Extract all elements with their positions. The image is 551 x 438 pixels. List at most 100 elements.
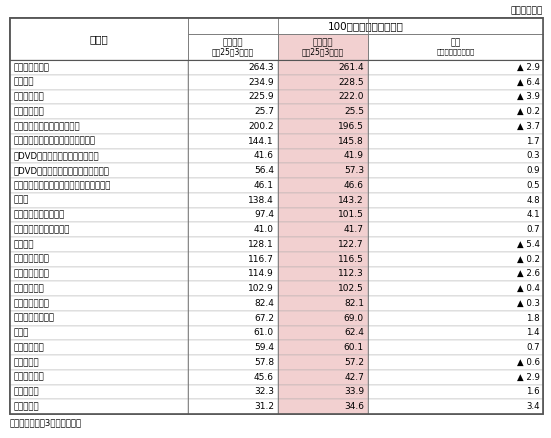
Bar: [278, 134, 368, 148]
Text: （単位：台）: （単位：台）: [511, 6, 543, 15]
Text: ビデオカメラ: ビデオカメラ: [14, 373, 45, 381]
Bar: [278, 399, 368, 414]
Text: パソコン: パソコン: [14, 240, 35, 249]
Text: 46.1: 46.1: [254, 181, 274, 190]
Text: ▲ 5.4: ▲ 5.4: [517, 240, 540, 249]
Text: 59.4: 59.4: [254, 343, 274, 352]
Text: 69.0: 69.0: [344, 314, 364, 323]
Text: 25.5: 25.5: [344, 107, 364, 116]
Text: 薄型（液晶、プラズマ等）: 薄型（液晶、プラズマ等）: [14, 122, 80, 131]
Bar: [188, 193, 278, 208]
Bar: [278, 34, 368, 60]
Bar: [10, 252, 188, 266]
Text: 差分: 差分: [450, 39, 461, 47]
Bar: [368, 237, 543, 252]
Bar: [188, 266, 278, 281]
Bar: [10, 60, 188, 75]
Bar: [368, 311, 543, 325]
Text: 32.3: 32.3: [254, 387, 274, 396]
Text: ▲ 0.2: ▲ 0.2: [517, 254, 540, 264]
Bar: [188, 34, 278, 60]
Text: ▲ 3.9: ▲ 3.9: [517, 92, 540, 101]
Bar: [278, 222, 368, 237]
Bar: [368, 193, 543, 208]
Text: DVDプレーヤー（再生専用機）: DVDプレーヤー（再生専用機）: [14, 152, 100, 160]
Bar: [278, 89, 368, 104]
Bar: [188, 89, 278, 104]
Text: 0.9: 0.9: [527, 166, 540, 175]
Text: 0.5: 0.5: [526, 181, 540, 190]
Text: ブルーレイ（プレーヤー・レコーダー）: ブルーレイ（プレーヤー・レコーダー）: [14, 181, 111, 190]
Text: ▲ 6.4: ▲ 6.4: [517, 78, 540, 87]
Bar: [368, 385, 543, 399]
Text: 57.3: 57.3: [344, 166, 364, 175]
Bar: [278, 60, 368, 75]
Bar: [188, 119, 278, 134]
Bar: [10, 104, 188, 119]
Bar: [188, 281, 278, 296]
Text: 62.4: 62.4: [344, 328, 364, 337]
Text: ▲ 0.3: ▲ 0.3: [517, 299, 540, 308]
Text: 56.4: 56.4: [254, 166, 274, 175]
Bar: [10, 237, 188, 252]
Text: 60.1: 60.1: [344, 343, 364, 352]
Bar: [10, 222, 188, 237]
Text: 138.4: 138.4: [249, 196, 274, 205]
Text: 41.9: 41.9: [344, 152, 364, 160]
Bar: [10, 163, 188, 178]
Bar: [10, 193, 188, 208]
Text: 57.8: 57.8: [254, 358, 274, 367]
Bar: [368, 252, 543, 266]
Bar: [368, 370, 543, 385]
Text: 1.8: 1.8: [526, 314, 540, 323]
Bar: [188, 208, 278, 222]
Text: 196.5: 196.5: [338, 122, 364, 131]
Bar: [368, 75, 543, 89]
Text: 中古車で購入したもの: 中古車で購入したもの: [14, 225, 71, 234]
Text: 116.5: 116.5: [338, 254, 364, 264]
Text: 34.6: 34.6: [344, 402, 364, 411]
Text: 144.1: 144.1: [249, 137, 274, 145]
Bar: [368, 222, 543, 237]
Text: 平成25年3月調査: 平成25年3月調査: [212, 47, 254, 57]
Bar: [188, 18, 543, 34]
Bar: [368, 399, 543, 414]
Text: 264.3: 264.3: [249, 63, 274, 72]
Text: 101.5: 101.5: [338, 210, 364, 219]
Bar: [278, 75, 368, 89]
Text: 品　目: 品 目: [90, 34, 109, 44]
Bar: [188, 399, 278, 414]
Text: ▲ 0.6: ▲ 0.6: [517, 358, 540, 367]
Bar: [278, 311, 368, 325]
Text: 112.3: 112.3: [338, 269, 364, 279]
Bar: [188, 340, 278, 355]
Text: 61.0: 61.0: [254, 328, 274, 337]
Text: ▲ 2.9: ▲ 2.9: [517, 373, 540, 381]
Bar: [278, 340, 368, 355]
Bar: [278, 355, 368, 370]
Text: 41.7: 41.7: [344, 225, 364, 234]
Text: 携帯電話: 携帯電話: [14, 78, 35, 87]
Text: 1.4: 1.4: [526, 328, 540, 337]
Text: 試験調査－訪問調査: 試験調査－訪問調査: [436, 49, 474, 55]
Text: 衣類乾燥機: 衣類乾燥機: [14, 387, 40, 396]
Text: （注）年度末（3月末）現在。: （注）年度末（3月末）現在。: [10, 418, 82, 427]
Bar: [278, 237, 368, 252]
Bar: [10, 75, 188, 89]
Bar: [10, 89, 188, 104]
Text: 0.7: 0.7: [526, 225, 540, 234]
Text: 温水器: 温水器: [14, 328, 29, 337]
Bar: [278, 148, 368, 163]
Bar: [10, 208, 188, 222]
Text: 97.4: 97.4: [254, 210, 274, 219]
Bar: [188, 355, 278, 370]
Bar: [10, 148, 188, 163]
Text: 234.9: 234.9: [249, 78, 274, 87]
Text: 261.4: 261.4: [338, 63, 364, 72]
Bar: [368, 355, 543, 370]
Bar: [10, 399, 188, 414]
Text: 67.2: 67.2: [254, 314, 274, 323]
Text: 光ディスクプレーヤー・レコーダー: 光ディスクプレーヤー・レコーダー: [14, 137, 96, 145]
Bar: [10, 296, 188, 311]
Bar: [368, 134, 543, 148]
